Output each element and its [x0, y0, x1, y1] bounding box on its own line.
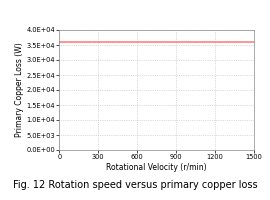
- Text: Fig. 12 Rotation speed versus primary copper loss: Fig. 12 Rotation speed versus primary co…: [13, 180, 257, 190]
- Y-axis label: Primary Copper Loss (W): Primary Copper Loss (W): [15, 43, 24, 137]
- X-axis label: Rotational Velocity (r/min): Rotational Velocity (r/min): [106, 163, 207, 172]
